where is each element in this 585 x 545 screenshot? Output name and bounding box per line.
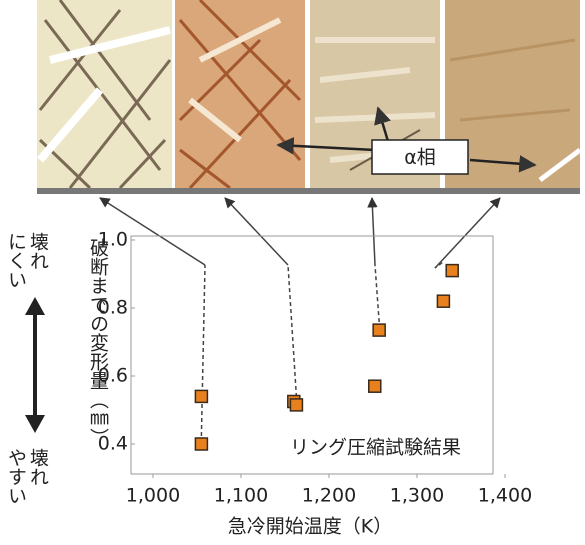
point xyxy=(195,390,207,402)
break-arrow xyxy=(20,295,50,435)
x-tick-label: 1,100 xyxy=(214,485,268,507)
connector-dashed xyxy=(288,265,296,397)
point xyxy=(369,380,381,392)
connector-arrow xyxy=(225,198,288,265)
page: α相 リング圧縮試験結果 急冷開始温度（K） 1.00.80.60.41,000… xyxy=(0,0,585,545)
y-axis-label: 破断までの変形量（㎜） xyxy=(88,238,108,488)
x-tick-label: 1,200 xyxy=(302,485,356,507)
connector-dashed xyxy=(375,265,379,322)
x-tick-label: 1,000 xyxy=(126,485,180,507)
annotation: リング圧縮試験結果 xyxy=(290,437,461,459)
point xyxy=(195,438,207,450)
easy-line-2: やすい xyxy=(6,448,26,505)
point xyxy=(437,295,449,307)
x-axis-label: 急冷開始温度（K） xyxy=(228,516,392,538)
point xyxy=(373,324,385,336)
point xyxy=(446,265,458,277)
x-tick-label: 1,300 xyxy=(390,485,444,507)
connector-arrow xyxy=(372,198,375,265)
connector-arrow xyxy=(435,198,500,268)
phase-label: α相 xyxy=(404,147,436,169)
easy-line-1: 壊れ xyxy=(28,448,48,486)
micrographs xyxy=(37,0,580,194)
hard-line-2: にくい xyxy=(6,232,26,289)
x-tick-label: 1,400 xyxy=(478,485,532,507)
point xyxy=(290,399,302,411)
connector-dashed xyxy=(201,265,205,436)
hard-line-1: 壊れ xyxy=(28,232,48,270)
